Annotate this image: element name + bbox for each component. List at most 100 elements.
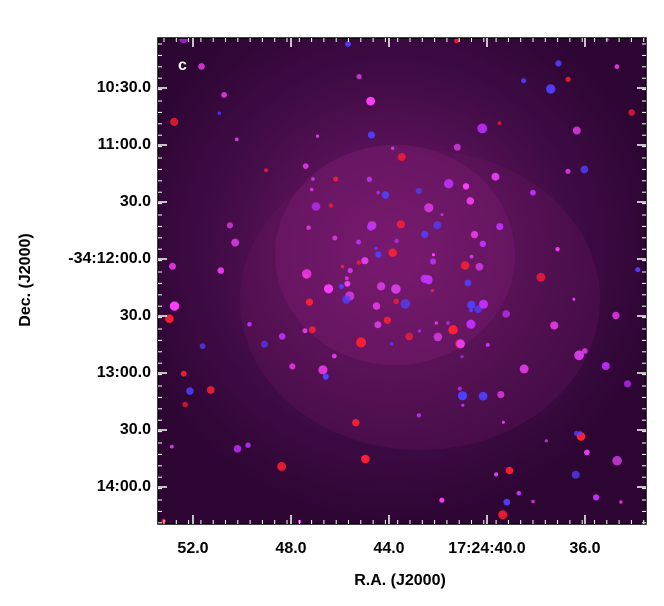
star	[221, 92, 228, 98]
star	[477, 123, 488, 134]
star	[572, 126, 581, 135]
star	[372, 302, 381, 310]
star	[245, 442, 251, 448]
star	[347, 267, 353, 274]
star	[456, 339, 465, 349]
star	[501, 420, 505, 424]
star	[198, 63, 205, 70]
star	[331, 353, 337, 359]
star	[391, 146, 395, 150]
y-axis-title: Dec. (J2000)	[17, 233, 34, 326]
star	[226, 222, 233, 229]
star	[302, 328, 308, 334]
star	[521, 78, 527, 84]
y-tick-label: 30.0	[120, 193, 151, 210]
star	[315, 134, 320, 138]
star	[367, 223, 375, 231]
star	[454, 38, 460, 44]
x-tick-label: 52.0	[177, 540, 208, 557]
star	[322, 373, 329, 380]
star	[186, 387, 194, 395]
star	[584, 449, 590, 456]
star	[277, 461, 287, 471]
star	[516, 490, 522, 496]
star	[169, 301, 180, 311]
star	[421, 230, 429, 238]
star	[391, 284, 401, 294]
star	[467, 300, 476, 310]
star	[431, 253, 436, 257]
star	[434, 321, 438, 325]
star	[328, 203, 334, 208]
star	[306, 225, 311, 230]
star	[565, 168, 571, 174]
star	[418, 329, 422, 333]
star	[546, 84, 556, 94]
ticks	[158, 38, 646, 524]
star	[503, 498, 511, 506]
y-tick-label: 11:00.0	[98, 136, 151, 153]
star	[374, 321, 382, 329]
star	[572, 297, 576, 301]
star	[405, 332, 414, 341]
star	[635, 267, 641, 273]
star	[261, 340, 268, 348]
star	[466, 319, 476, 329]
star	[491, 172, 500, 181]
star	[446, 321, 450, 325]
star	[165, 314, 174, 324]
star	[400, 299, 411, 309]
star	[375, 251, 382, 258]
star	[461, 403, 465, 407]
star	[416, 413, 421, 418]
star	[231, 238, 240, 247]
y-tick-label: 13:00.0	[97, 364, 151, 381]
stars	[161, 38, 641, 524]
star	[571, 470, 580, 479]
star	[519, 364, 529, 374]
star	[580, 165, 589, 174]
star	[448, 325, 458, 335]
star	[381, 191, 390, 199]
star	[361, 257, 369, 265]
star	[581, 348, 588, 354]
star	[619, 500, 623, 504]
star	[301, 269, 312, 279]
star	[356, 337, 367, 348]
star	[497, 391, 505, 399]
star	[479, 299, 488, 309]
star	[464, 279, 472, 287]
star	[623, 380, 632, 388]
star	[474, 305, 483, 314]
star	[345, 41, 351, 47]
star	[565, 76, 571, 82]
star	[397, 153, 406, 161]
star	[217, 111, 221, 115]
star	[308, 326, 316, 334]
star	[170, 117, 179, 126]
panel-label: c	[178, 57, 187, 74]
star	[460, 355, 464, 359]
star	[366, 176, 373, 182]
star	[340, 264, 345, 269]
star	[614, 64, 620, 70]
star	[433, 221, 442, 230]
star	[305, 298, 314, 306]
star	[574, 350, 584, 361]
star	[462, 183, 470, 190]
star	[444, 179, 454, 189]
star	[169, 262, 176, 270]
star	[333, 176, 339, 182]
star	[612, 311, 620, 320]
star	[439, 497, 445, 503]
star	[628, 109, 635, 116]
star	[311, 202, 321, 211]
y-tick-label: 30.0	[120, 307, 151, 324]
star	[199, 343, 206, 350]
star	[485, 342, 490, 347]
star	[289, 363, 296, 370]
nebula-glow	[240, 150, 600, 450]
star	[311, 177, 315, 181]
star	[206, 386, 215, 394]
star	[536, 272, 546, 282]
